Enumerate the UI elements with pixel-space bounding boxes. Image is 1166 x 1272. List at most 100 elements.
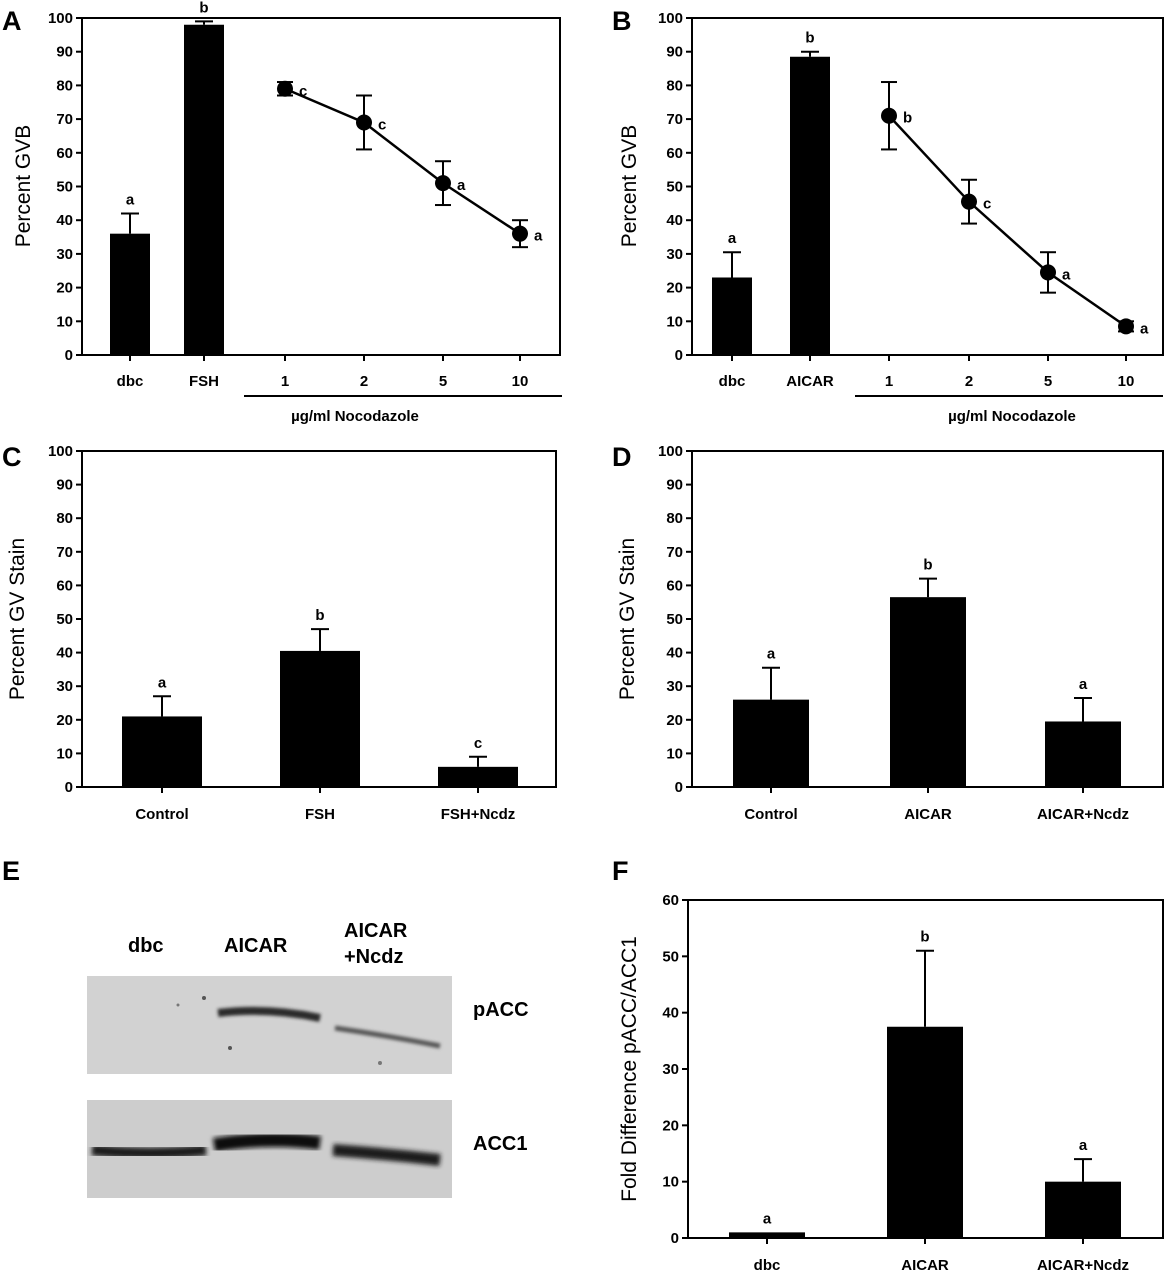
y-axis-label: Fold Difference pACC/ACC1 <box>618 936 641 1202</box>
panel-label-e: E <box>2 856 20 886</box>
dose-point-5 <box>1040 264 1056 281</box>
x-tick-label: Control <box>744 806 797 823</box>
y-tick-label: 60 <box>56 577 73 594</box>
y-axis-label: Percent GVB <box>12 125 35 248</box>
y-tick-label: 60 <box>666 577 683 594</box>
significance-label: c <box>299 83 307 100</box>
significance-label: a <box>728 230 737 247</box>
y-tick-label: 50 <box>56 611 73 628</box>
group-label: µg/ml Nocodazole <box>948 408 1076 425</box>
dose-point-2 <box>356 114 372 131</box>
y-axis-label: Percent GV Stain <box>6 538 29 700</box>
bar-control <box>733 699 809 787</box>
x-tick-label: dbc <box>719 373 746 390</box>
chart-f-fold-difference: 0 10 20 30 40 50 60 Fold Difference pACC/ACC1 db… <box>618 892 1164 1272</box>
y-tick-label: 90 <box>666 477 683 494</box>
significance-label: a <box>1079 676 1088 693</box>
y-tick-label: 40 <box>56 212 73 229</box>
blot-band-acc1-aicar <box>212 1132 321 1152</box>
y-tick-label: 80 <box>56 510 73 527</box>
y-tick-label: 0 <box>65 347 73 364</box>
y-tick-label: 0 <box>675 779 683 796</box>
bar-aicar-ncdz <box>1045 721 1121 787</box>
y-tick-label: 70 <box>56 544 73 561</box>
y-tick-label: 90 <box>56 477 73 494</box>
dose-point-1 <box>277 80 293 97</box>
panel-label-a: A <box>2 6 22 36</box>
y-tick-label: 40 <box>56 645 73 662</box>
blot-label-pacc: pACC <box>473 999 529 1021</box>
significance-label: a <box>1079 1137 1088 1154</box>
x-tick-label: 10 <box>512 373 529 390</box>
y-tick-label: 100 <box>48 10 73 27</box>
y-tick-label: 30 <box>666 246 683 263</box>
y-tick-label: 60 <box>662 892 679 909</box>
bar-dbc <box>110 233 150 355</box>
x-tick-label: dbc <box>754 1257 781 1272</box>
dose-response-line <box>284 87 521 235</box>
y-tick-label: 80 <box>666 77 683 94</box>
significance-label: c <box>474 735 482 752</box>
plot-frame <box>81 17 561 356</box>
x-tick-label: AICAR <box>904 806 952 823</box>
y-tick-label: 100 <box>658 443 683 460</box>
y-tick-label: 50 <box>666 611 683 628</box>
y-tick-label: 10 <box>666 745 683 762</box>
significance-label: b <box>199 0 208 16</box>
bar-aicar <box>790 56 830 355</box>
bar-control <box>122 716 202 787</box>
x-tick-label: Control <box>135 806 188 823</box>
x-tick-label: AICAR+Ncdz <box>1037 806 1129 823</box>
blot-band-acc1-aicar-ncdz <box>332 1144 441 1166</box>
y-tick-label: 10 <box>662 1174 679 1191</box>
chart-d-gv-stain: 0 10 20 30 40 50 60 70 80 90 100 Percent GV Stain Co… <box>616 443 1164 823</box>
y-tick-label: 50 <box>666 179 683 196</box>
panel-label-d: D <box>612 442 632 472</box>
x-tick-label: FSH+Ncdz <box>441 806 516 823</box>
y-tick-label: 20 <box>666 280 683 297</box>
group-label: µg/ml Nocodazole <box>291 408 419 425</box>
significance-label: b <box>805 30 814 47</box>
y-axis-label: Percent GVB <box>618 125 641 248</box>
x-tick-label: AICAR <box>786 373 834 390</box>
y-tick-label: 20 <box>56 280 73 297</box>
bar-aicar-ncdz <box>1045 1181 1121 1238</box>
y-tick-label: 70 <box>666 544 683 561</box>
bar-fsh <box>280 650 360 787</box>
panel-label-c: C <box>2 442 22 472</box>
dose-point-2 <box>961 193 977 210</box>
y-tick-label: 90 <box>56 44 73 61</box>
x-tick-label: 2 <box>360 373 368 390</box>
y-tick-label: 100 <box>48 443 73 460</box>
significance-label: b <box>923 557 932 574</box>
x-tick-label: 1 <box>885 373 893 390</box>
significance-label: a <box>1140 320 1149 337</box>
bar-fsh-ncdz <box>438 766 518 787</box>
significance-label: b <box>920 929 929 946</box>
blot-band-pacc-aicar-ncdz <box>334 1025 441 1049</box>
y-tick-label: 30 <box>666 678 683 695</box>
blot-membrane-pacc <box>87 976 452 1074</box>
blot-lane-aicar: AICAR <box>224 935 288 957</box>
significance-label: a <box>158 674 167 691</box>
significance-label: c <box>378 116 386 133</box>
dose-point-5 <box>435 175 451 192</box>
blot-lane-aicar-ncdz-2: +Ncdz <box>344 946 403 968</box>
x-tick-label: 1 <box>281 373 289 390</box>
x-tick-label: FSH <box>305 806 335 823</box>
y-tick-label: 80 <box>666 510 683 527</box>
chart-b-percent-gvb: 0 10 20 30 40 50 60 70 80 90 100 Percent GVB dbc AICA… <box>618 10 1164 425</box>
y-tick-label: 30 <box>56 246 73 263</box>
significance-label: a <box>763 1210 772 1227</box>
dose-point-1 <box>881 107 897 124</box>
y-axis-label: Percent GV Stain <box>616 538 639 700</box>
y-tick-label: 100 <box>658 10 683 27</box>
blot-label-acc1: ACC1 <box>473 1133 527 1155</box>
y-tick-label: 10 <box>56 745 73 762</box>
blot-lane-dbc: dbc <box>128 935 164 957</box>
x-tick-label: AICAR <box>901 1257 949 1272</box>
panel-label-b: B <box>612 6 632 36</box>
y-tick-label: 40 <box>666 212 683 229</box>
x-tick-label: 10 <box>1118 373 1135 390</box>
y-tick-label: 10 <box>56 313 73 330</box>
